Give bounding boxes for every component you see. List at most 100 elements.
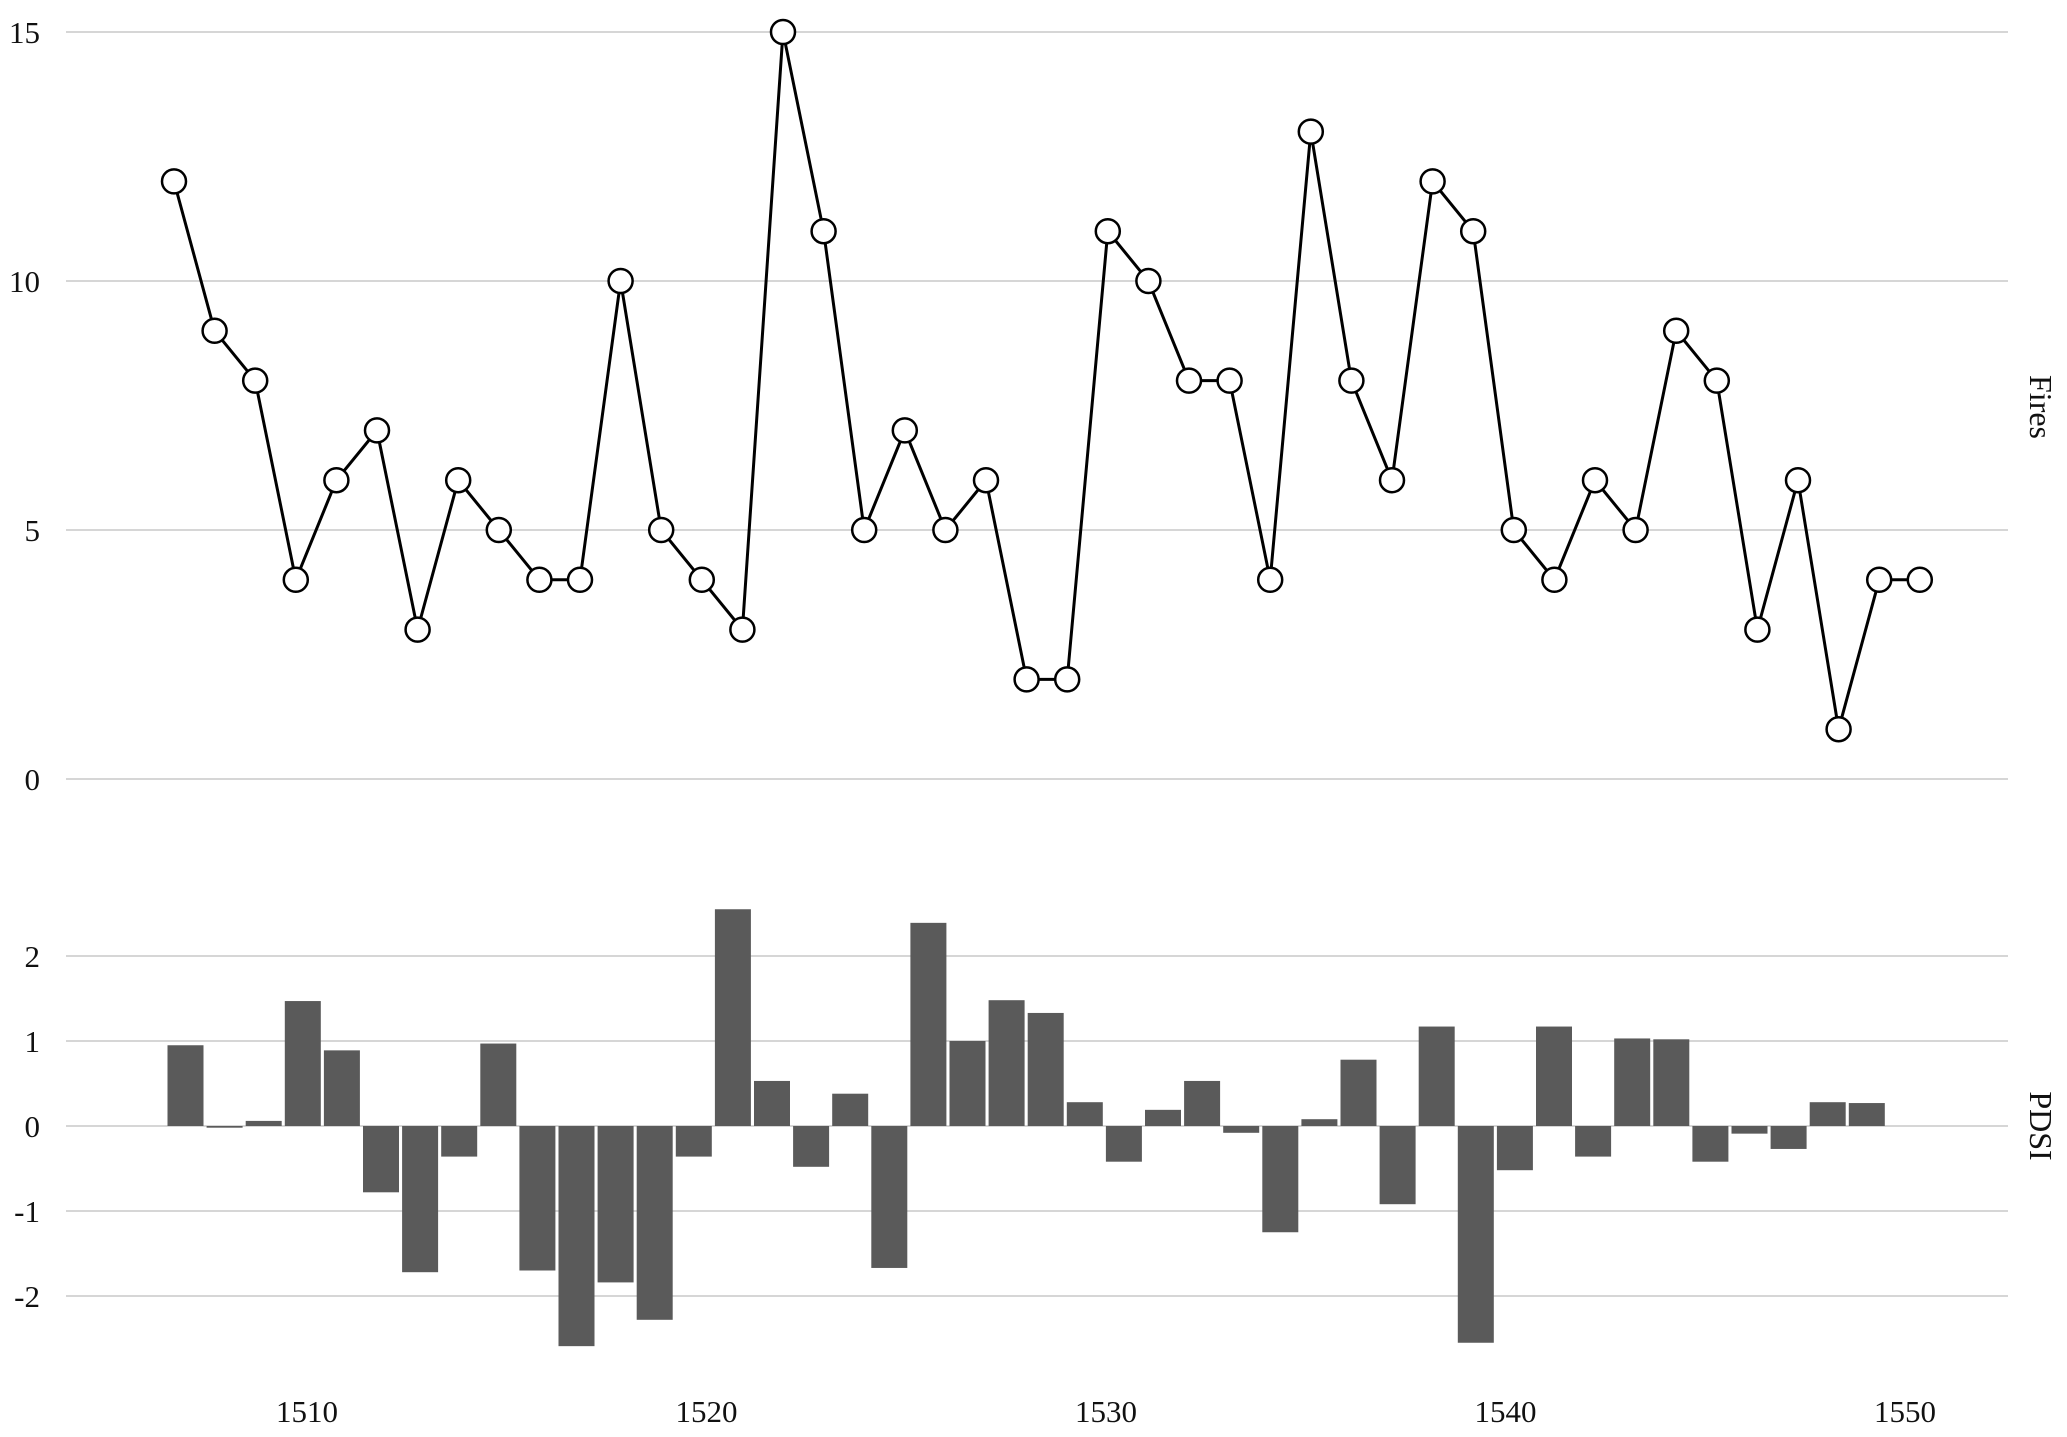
pdsi-bar: [245, 1120, 282, 1126]
pdsi-bar: [1418, 1026, 1455, 1126]
fires-point: [1256, 566, 1284, 594]
fires-point: [1825, 715, 1852, 743]
pdsi-bar: [1731, 1126, 1768, 1134]
pdsi-bar: [1262, 1126, 1299, 1233]
pdsi-y-tick-label: 2: [25, 939, 41, 974]
pdsi-bar: [363, 1126, 399, 1193]
fires-point: [932, 516, 959, 544]
pdsi-bar: [402, 1126, 439, 1273]
fires-point: [810, 217, 837, 245]
pdsi-bar: [1536, 1026, 1572, 1126]
x-tick-label: 1550: [1874, 1394, 1936, 1429]
fires-y-tick-label: 10: [9, 264, 40, 299]
pdsi-bar: [1614, 1038, 1651, 1126]
fires-axis-label: Fires: [2023, 375, 2059, 439]
fires-point: [1622, 516, 1649, 544]
pdsi-bar: [1340, 1059, 1377, 1126]
x-tick-label: 1520: [676, 1394, 738, 1429]
fires-point: [485, 516, 513, 544]
pdsi-bar: [1379, 1126, 1416, 1205]
pdsi-bar: [754, 1080, 790, 1126]
fires-point: [647, 516, 675, 544]
pdsi-bar: [793, 1126, 830, 1167]
pdsi-bar: [558, 1126, 595, 1347]
fires-point: [850, 516, 878, 544]
fires-point: [282, 566, 310, 594]
pdsi-bar: [284, 1001, 321, 1126]
fires-point: [1378, 466, 1406, 494]
fires-point: [729, 616, 756, 643]
fires-point: [1500, 516, 1528, 544]
fires-point: [323, 466, 350, 494]
fires-point: [1784, 466, 1812, 494]
pdsi-bar: [1223, 1126, 1260, 1133]
pdsi-bar: [1457, 1126, 1494, 1343]
pdsi-y-tick-label: 1: [25, 1024, 41, 1059]
pdsi-bar: [1145, 1109, 1181, 1126]
fires-point: [1053, 666, 1081, 693]
pdsi-bar: [1575, 1126, 1612, 1157]
pdsi-bar: [1184, 1080, 1221, 1126]
fires-y-tick-label: 5: [25, 513, 41, 548]
x-tick-label: 1530: [1075, 1394, 1137, 1429]
fires-point: [1662, 317, 1690, 345]
fires-point: [363, 417, 391, 444]
pdsi-bar: [871, 1126, 908, 1268]
fires-point: [444, 466, 472, 494]
fires-series-line: [172, 31, 1920, 730]
fires-point: [688, 566, 716, 594]
fires-point: [1744, 616, 1771, 643]
fires-point: [1906, 566, 1934, 594]
pdsi-bar: [1653, 1039, 1690, 1126]
pdsi-bar: [714, 909, 751, 1126]
pdsi-bar: [1105, 1126, 1142, 1162]
pdsi-bar: [636, 1126, 673, 1320]
pdsi-bar: [832, 1093, 869, 1126]
pdsi-bar: [206, 1126, 243, 1128]
pdsi-bar: [1066, 1102, 1103, 1126]
pdsi-bar: [1301, 1119, 1338, 1126]
fires-point: [607, 267, 634, 295]
fires-point: [526, 566, 553, 594]
pdsi-bar: [1692, 1126, 1729, 1162]
fires-point: [1459, 217, 1487, 245]
pdsi-bar: [480, 1043, 517, 1126]
fires-point: [201, 317, 228, 345]
pdsi-axis-label: PDSI: [2023, 1091, 2059, 1160]
fires-point: [1013, 666, 1040, 693]
fires-point: [241, 367, 269, 394]
pdsi-bar: [167, 1045, 204, 1126]
x-tick-label: 1510: [276, 1394, 338, 1429]
fires-point: [1175, 367, 1203, 394]
pdsi-bar: [1027, 1012, 1064, 1126]
fires-point: [1338, 367, 1365, 394]
fires-point: [1216, 367, 1243, 394]
pdsi-bar: [1809, 1102, 1846, 1126]
pdsi-bar: [1848, 1103, 1885, 1126]
fires-y-tick-label: 0: [25, 762, 41, 797]
pdsi-y-tick-label: -2: [14, 1279, 40, 1314]
fires-point: [1865, 566, 1893, 594]
fires-point: [160, 168, 188, 195]
fires-point: [566, 566, 594, 594]
fires-point: [972, 466, 1000, 494]
pdsi-bar: [519, 1126, 556, 1271]
fires-point: [1419, 168, 1446, 195]
fires-point: [891, 417, 919, 444]
pdsi-bar: [323, 1050, 360, 1126]
pdsi-y-tick-label: -1: [14, 1194, 40, 1229]
x-tick-label: 1540: [1475, 1394, 1537, 1429]
pdsi-bar: [949, 1041, 986, 1126]
fires-point: [1541, 566, 1568, 594]
fires-y-tick-label: 15: [9, 15, 40, 50]
pdsi-bar: [441, 1126, 478, 1157]
fires-point: [1703, 367, 1731, 394]
fires-point: [404, 616, 431, 643]
fires-point: [1135, 267, 1162, 295]
pdsi-bar: [597, 1126, 634, 1283]
pdsi-bar: [1496, 1126, 1533, 1171]
fires-point: [769, 18, 797, 46]
pdsi-bar: [675, 1126, 712, 1157]
pdsi-y-tick-label: 0: [25, 1109, 41, 1144]
